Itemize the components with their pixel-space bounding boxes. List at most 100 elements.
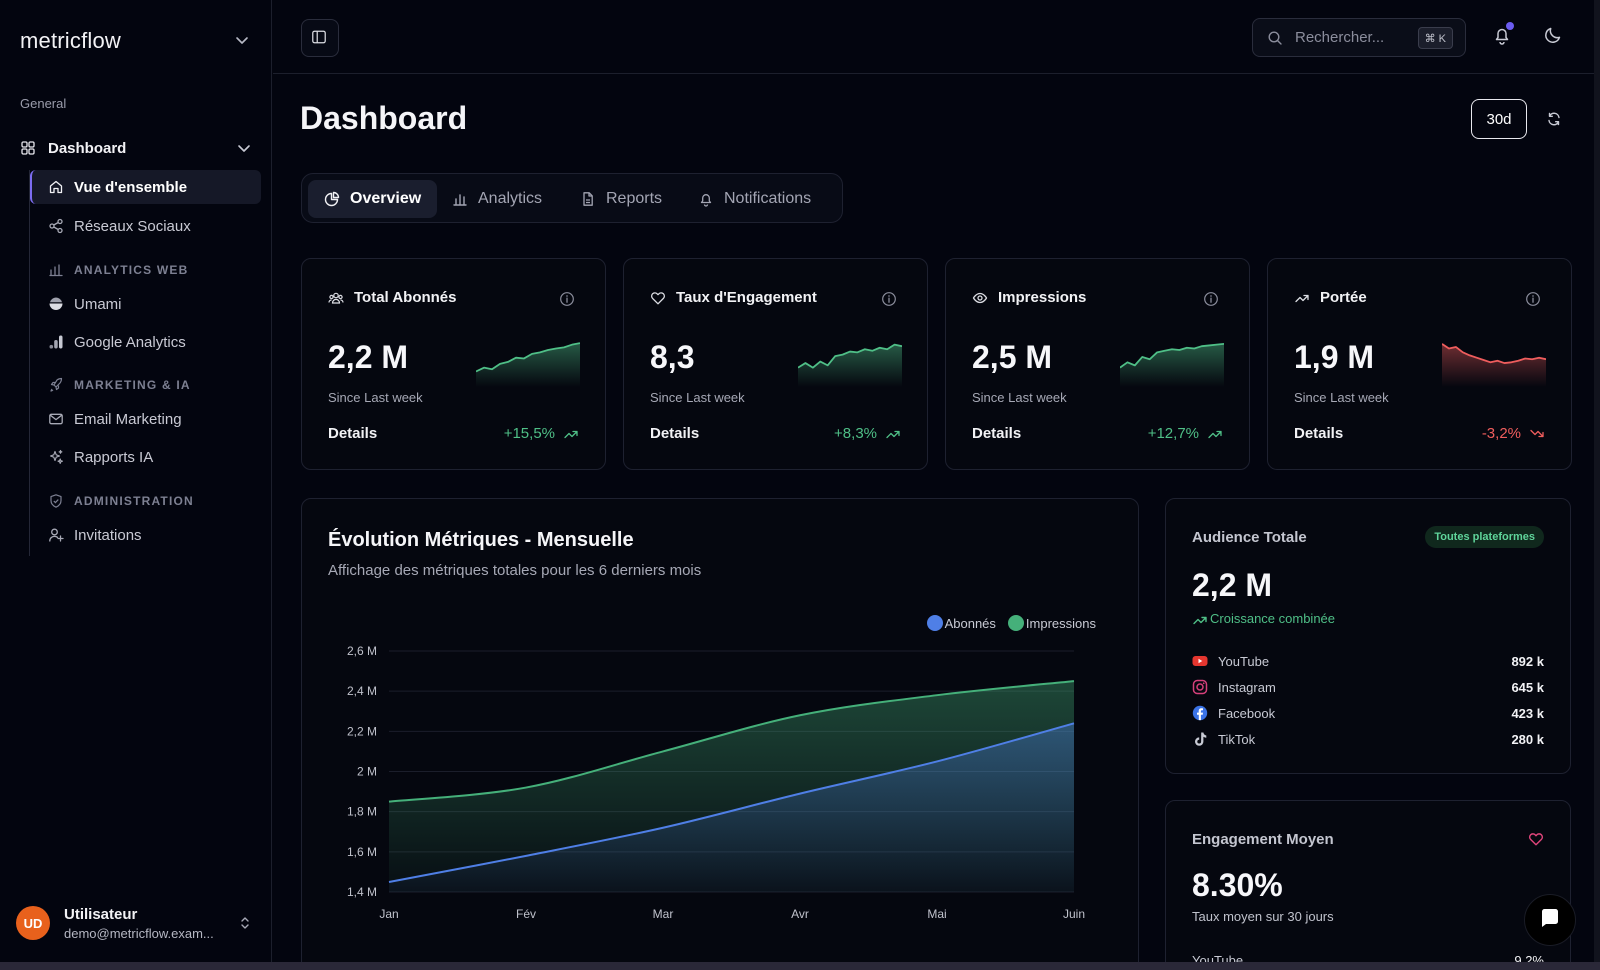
facebook-icon: [1192, 705, 1208, 721]
platform-name: Facebook: [1218, 705, 1276, 721]
sidebar-item-rapports-ia[interactable]: Rapports IA: [30, 440, 261, 474]
stat-value: 8,3: [650, 339, 695, 375]
user-menu[interactable]: UD Utilisateur demo@metricflow.exam...: [16, 906, 256, 946]
y-tick-label: 1,4 M: [347, 885, 377, 899]
tab-analytics[interactable]: Analytics: [436, 180, 558, 218]
search-input[interactable]: [1295, 29, 1415, 46]
trending-up-icon: [1207, 426, 1223, 442]
chevron-down-icon[interactable]: [236, 140, 252, 156]
sidebar-item-dashboard[interactable]: Dashboard: [20, 134, 252, 162]
chart-subtitle: Affichage des métriques totales pour les…: [328, 562, 702, 579]
search-box[interactable]: ⌘ K: [1252, 18, 1466, 57]
sidebar-item-label: Umami: [74, 295, 122, 313]
date-range-button[interactable]: 30d: [1471, 99, 1527, 139]
sidebar-item-vue-d-ensemble[interactable]: Vue d'ensemble: [30, 170, 261, 204]
refresh-icon[interactable]: [1546, 111, 1562, 127]
sidebar-item-label: Google Analytics: [74, 333, 186, 351]
stat-subtitle: Since Last week: [650, 390, 745, 405]
platform-filter-badge[interactable]: Toutes plateformes: [1425, 526, 1544, 548]
umami-icon: [48, 296, 64, 312]
series-line-abonnes: [388, 722, 1075, 883]
details-link[interactable]: Details: [328, 425, 378, 442]
sparkles-icon: [48, 449, 64, 465]
section-label-text: ADMINISTRATION: [74, 494, 194, 508]
legend-swatch: [926, 615, 943, 631]
info-icon[interactable]: [1203, 291, 1219, 307]
tab-overview[interactable]: Overview: [308, 180, 438, 218]
rocket-icon: [48, 377, 64, 393]
legend-swatch: [1007, 615, 1024, 631]
section-label-text: ANALYTICS WEB: [74, 263, 189, 277]
sidebar-item-label: Réseaux Sociaux: [74, 217, 191, 235]
chat-button[interactable]: [1524, 894, 1576, 946]
sidebar-item-label: Invitations: [74, 526, 142, 544]
legend-item-abonnes[interactable]: Abonnés: [926, 615, 996, 631]
info-icon[interactable]: [881, 291, 897, 307]
user-email: demo@metricflow.exam...: [64, 926, 214, 941]
bell-icon: [698, 191, 714, 207]
x-tick-label: Avr: [791, 907, 809, 921]
details-link[interactable]: Details: [650, 425, 700, 442]
trending-down-icon: [1529, 426, 1545, 442]
area-chart: 1,4 M 1,6 M 1,8 M 2 M 2,2 M 2,4 M 2,6 M Jan Fév M…: [347, 644, 1085, 921]
legend-label: Abonnés: [944, 615, 996, 631]
tab-notifications[interactable]: Notifications: [682, 180, 827, 218]
audience-title: Audience Totale: [1192, 529, 1307, 546]
window-edge: [0, 962, 1600, 970]
page-title: Dashboard: [300, 100, 468, 136]
legend-label: Impressions: [1025, 615, 1096, 631]
platform-row-tiktok: TikTok 280 k: [1192, 729, 1544, 749]
sparkline-line: [1120, 343, 1224, 369]
sidebar-toggle-button[interactable]: [301, 19, 339, 57]
chart-legend: Abonnés Impressions: [915, 615, 1096, 631]
y-tick-label: 2,2 M: [347, 724, 377, 738]
platform-value: 645 k: [1511, 679, 1544, 695]
section-label-analytics-web: ANALYTICS WEB: [48, 262, 189, 278]
theme-toggle-moon-icon[interactable]: [1542, 24, 1564, 46]
stat-delta: +8,3%: [834, 425, 901, 442]
chevron-down-icon[interactable]: [234, 32, 250, 48]
sidebar-item-label: Dashboard: [48, 139, 127, 157]
sparkline-area: [1442, 343, 1546, 387]
sidebar-item-reseaux-sociaux[interactable]: Réseaux Sociaux: [30, 209, 261, 243]
notification-dot: [1506, 22, 1514, 30]
notifications-button[interactable]: [1491, 22, 1514, 46]
sidebar-item-invitations[interactable]: Invitations: [30, 518, 261, 552]
stat-label: Portée: [1320, 289, 1367, 306]
sidebar-item-google-analytics[interactable]: Google Analytics: [30, 325, 261, 359]
engagement-value: 8.30%: [1192, 867, 1283, 903]
stat-delta-value: +12,7%: [1147, 425, 1199, 442]
stat-subtitle: Since Last week: [1294, 390, 1389, 405]
details-link[interactable]: Details: [972, 425, 1022, 442]
sidebar-item-label: Rapports IA: [74, 448, 154, 466]
scrollbar[interactable]: [1594, 0, 1600, 962]
info-icon[interactable]: [1525, 291, 1541, 307]
info-icon[interactable]: [559, 291, 575, 307]
chart-title: Évolution Métriques - Mensuelle: [328, 529, 634, 551]
stat-value: 2,2 M: [328, 339, 409, 375]
details-link[interactable]: Details: [1294, 425, 1344, 442]
avatar: UD: [16, 906, 50, 940]
users-icon: [328, 290, 344, 306]
tab-label: Overview: [350, 190, 422, 207]
engagement-title: Engagement Moyen: [1192, 831, 1334, 848]
sparkline-line: [476, 342, 580, 373]
sidebar-item-email-marketing[interactable]: Email Marketing: [30, 402, 261, 436]
heart-icon: [1528, 831, 1544, 847]
trending-up-icon: [1294, 290, 1310, 306]
tab-reports[interactable]: Reports: [564, 180, 678, 218]
sidebar-item-umami[interactable]: Umami: [30, 287, 261, 321]
bar-chart-icon: [452, 191, 468, 207]
chat-icon: [1538, 906, 1562, 935]
brand-logo[interactable]: metricflow: [20, 28, 122, 53]
platform-row-facebook: Facebook 423 k: [1192, 703, 1544, 723]
panel-left-icon: [311, 29, 329, 47]
legend-item-impressions[interactable]: Impressions: [1007, 615, 1096, 631]
stat-card-total-abonnes: Total Abonnés 2,2 M Since Last week Deta…: [301, 258, 606, 470]
file-icon: [580, 191, 596, 207]
sparkline: [798, 343, 902, 387]
youtube-icon: [1192, 653, 1208, 669]
platform-value: 423 k: [1511, 705, 1544, 721]
user-plus-icon: [48, 527, 64, 543]
